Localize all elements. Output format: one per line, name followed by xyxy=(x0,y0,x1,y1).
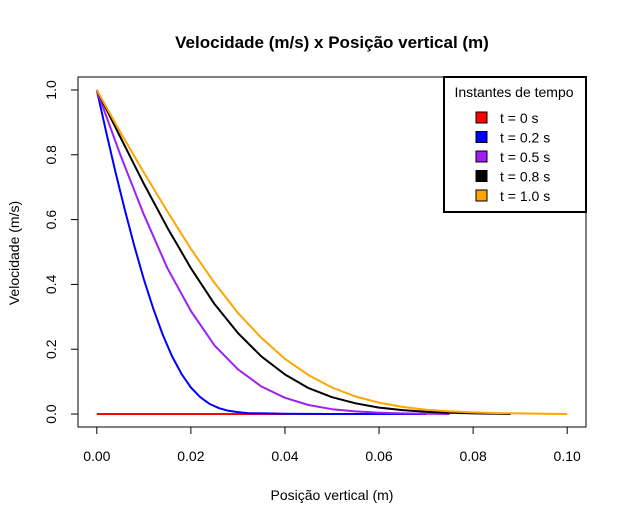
chart-title: Velocidade (m/s) x Posição vertical (m) xyxy=(175,33,489,52)
legend-label-0: t = 0 s xyxy=(500,110,539,126)
legend-label-2: t = 0.5 s xyxy=(500,149,550,165)
legend-label-3: t = 0.8 s xyxy=(500,169,550,185)
x-axis-label: Posição vertical (m) xyxy=(271,487,394,503)
x-tick-label: 0.00 xyxy=(83,448,110,464)
legend-swatch-0 xyxy=(475,111,488,124)
series-line-4 xyxy=(95,89,568,415)
plot-frame xyxy=(77,76,587,428)
series-line-1 xyxy=(95,89,427,415)
y-tick-label: 0.6 xyxy=(43,210,59,230)
legend: Instantes de tempo t = 0 st = 0.2 st = 0… xyxy=(443,76,587,213)
y-tick-label: 0.2 xyxy=(43,339,59,359)
x-tick-label: 0.10 xyxy=(554,448,581,464)
legend-title: Instantes de tempo xyxy=(454,84,573,100)
y-tick-label: 0.4 xyxy=(43,274,59,294)
y-tick-label: 1.0 xyxy=(43,80,59,100)
legend-box xyxy=(443,76,587,213)
legend-swatch-1 xyxy=(475,131,488,143)
legend-swatch-4 xyxy=(475,189,488,202)
x-tick-label: 0.08 xyxy=(459,448,486,464)
y-tick-label: 0.0 xyxy=(43,404,59,424)
y-axis-label: Velocidade (m/s) xyxy=(6,201,22,305)
series-layer xyxy=(95,89,568,415)
y-tick-label: 0.8 xyxy=(43,145,59,165)
series-line-2 xyxy=(95,89,450,415)
legend-label-4: t = 1.0 s xyxy=(500,188,550,204)
y-axis: 0.0 0.2 0.4 0.6 0.8 1.0 xyxy=(43,80,78,424)
legend-items: t = 0 s t = 0.2 s t = 0.5 s t = 0.8 s t = 1.… xyxy=(475,110,550,204)
series-line-3 xyxy=(95,89,511,415)
x-tick-label: 0.06 xyxy=(365,448,392,464)
legend-swatch-3 xyxy=(475,170,488,182)
legend-swatch-2 xyxy=(475,150,488,163)
x-tick-label: 0.04 xyxy=(271,448,298,464)
x-axis: 0.00 0.02 0.04 0.06 0.08 0.10 xyxy=(83,427,581,464)
legend-label-1: t = 0.2 s xyxy=(500,130,550,146)
x-tick-label: 0.02 xyxy=(177,448,204,464)
